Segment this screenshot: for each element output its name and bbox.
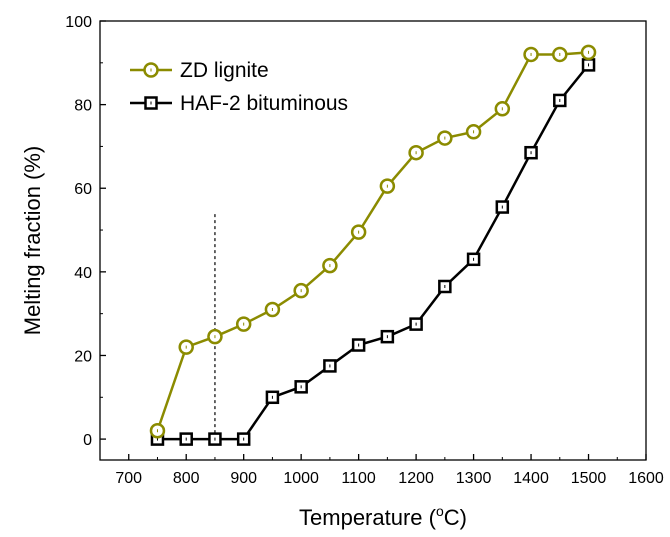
legend-label: ZD lignite [180,59,269,82]
y-tick-label: 60 [74,181,92,198]
legend: ZD lignite HAF-2 bituminous [130,59,348,115]
series-haf2-bituminous [150,58,596,446]
x-tick-label: 700 [115,470,142,487]
x-tick-label: 800 [173,470,200,487]
y-tick-label: 80 [74,98,92,115]
x-tick-label: 1100 [341,470,376,487]
series-zd-lignite [149,44,597,439]
x-tick-label: 1500 [571,470,607,487]
series-line [156,51,589,432]
x-axis-title-main: Temperature ( [299,505,437,530]
y-tick-label: 0 [83,432,92,449]
x-tick-label: 1400 [513,470,549,487]
x-tick-label: 1300 [456,470,492,487]
y-tick-label: 20 [74,348,92,365]
x-axis-title-suffix: C) [444,505,467,530]
legend-label: HAF-2 bituminous [180,92,348,115]
x-tick-label: 1200 [398,470,434,487]
ticks-layer: 700 800 900 1000 1100 1200 1300 1400 1500 1600 0 20… [65,14,664,487]
y-axis-title: Melting fraction (%) [20,146,45,336]
plot-frame [99,20,647,461]
series-layer [149,44,597,446]
series-line [157,64,590,441]
x-tick-label: 1000 [283,470,319,487]
x-axis-title-sup: o [436,503,444,519]
x-tick-label: 900 [230,470,257,487]
x-tick-label: 1600 [628,470,664,487]
x-axis-title: Temperature (oC) [299,503,467,530]
y-tick-label: 100 [65,14,92,31]
y-tick-label: 40 [74,265,92,282]
